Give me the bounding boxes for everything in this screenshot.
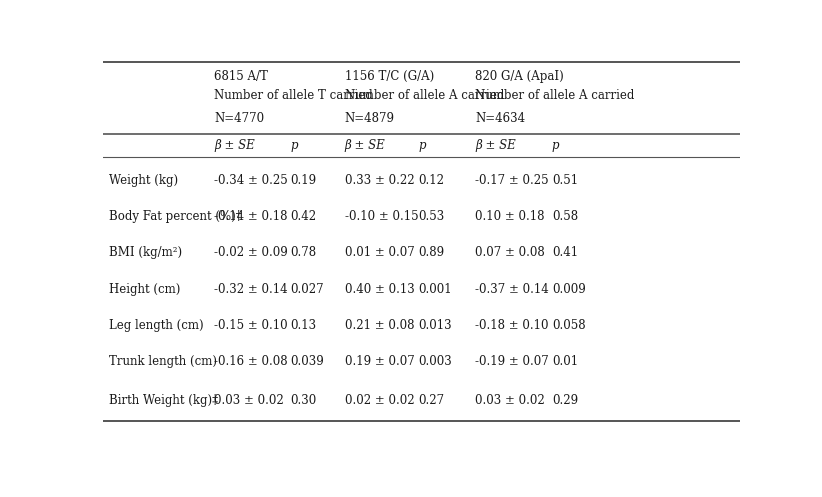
Text: -0.32 ± 0.14: -0.32 ± 0.14 (215, 283, 288, 296)
Text: Number of allele T carried: Number of allele T carried (215, 89, 373, 102)
Text: β ± SE: β ± SE (215, 139, 255, 152)
Text: 0.07 ± 0.08: 0.07 ± 0.08 (475, 247, 545, 259)
Text: -0.37 ± 0.14: -0.37 ± 0.14 (475, 283, 549, 296)
Text: 0.013: 0.013 (418, 319, 452, 332)
Text: Number of allele A carried: Number of allele A carried (345, 89, 504, 102)
Text: -0.34 ± 0.25: -0.34 ± 0.25 (215, 173, 288, 187)
Text: 0.40 ± 0.13: 0.40 ± 0.13 (345, 283, 414, 296)
Text: 0.27: 0.27 (418, 394, 444, 407)
Text: 0.41: 0.41 (552, 247, 578, 259)
Text: Leg length (cm): Leg length (cm) (109, 319, 204, 332)
Text: 0.21 ± 0.08: 0.21 ± 0.08 (345, 319, 414, 332)
Text: p: p (552, 139, 559, 152)
Text: Height (cm): Height (cm) (109, 283, 181, 296)
Text: 0.10 ± 0.18: 0.10 ± 0.18 (475, 210, 545, 223)
Text: 0.51: 0.51 (552, 173, 578, 187)
Text: 0.53: 0.53 (418, 210, 445, 223)
Text: 0.003: 0.003 (418, 355, 452, 368)
Text: p: p (418, 139, 426, 152)
Text: 0.89: 0.89 (418, 247, 444, 259)
Text: N=4634: N=4634 (475, 112, 525, 125)
Text: 0.12: 0.12 (418, 173, 444, 187)
Text: -0.02 ± 0.09: -0.02 ± 0.09 (215, 247, 288, 259)
Text: 0.009: 0.009 (552, 283, 585, 296)
Text: 6815 A/T: 6815 A/T (215, 71, 268, 83)
Text: BMI (kg/m²): BMI (kg/m²) (109, 247, 182, 259)
Text: Trunk length (cm): Trunk length (cm) (109, 355, 217, 368)
Text: 0.29: 0.29 (552, 394, 578, 407)
Text: 0.001: 0.001 (418, 283, 452, 296)
Text: 0.33 ± 0.22: 0.33 ± 0.22 (345, 173, 414, 187)
Text: 0.42: 0.42 (291, 210, 316, 223)
Text: β ± SE: β ± SE (345, 139, 386, 152)
Text: -0.16 ± 0.08: -0.16 ± 0.08 (215, 355, 288, 368)
Text: N=4879: N=4879 (345, 112, 395, 125)
Text: 0.03 ± 0.02: 0.03 ± 0.02 (215, 394, 284, 407)
Text: 820 G/A (ApaI): 820 G/A (ApaI) (475, 71, 564, 83)
Text: Body Fat percent (%)†: Body Fat percent (%)† (109, 210, 242, 223)
Text: 0.039: 0.039 (291, 355, 325, 368)
Text: 0.19 ± 0.07: 0.19 ± 0.07 (345, 355, 414, 368)
Text: 0.13: 0.13 (291, 319, 316, 332)
Text: 0.58: 0.58 (552, 210, 578, 223)
Text: 0.01: 0.01 (552, 355, 578, 368)
Text: 0.03 ± 0.02: 0.03 ± 0.02 (475, 394, 545, 407)
Text: -0.14 ± 0.18: -0.14 ± 0.18 (215, 210, 288, 223)
Text: -0.10 ± 0.15: -0.10 ± 0.15 (345, 210, 418, 223)
Text: 0.027: 0.027 (291, 283, 325, 296)
Text: -0.18 ± 0.10: -0.18 ± 0.10 (475, 319, 549, 332)
Text: -0.19 ± 0.07: -0.19 ± 0.07 (475, 355, 549, 368)
Text: Birth Weight (kg)‡: Birth Weight (kg)‡ (109, 394, 219, 407)
Text: 0.01 ± 0.07: 0.01 ± 0.07 (345, 247, 414, 259)
Text: -0.15 ± 0.10: -0.15 ± 0.10 (215, 319, 288, 332)
Text: Number of allele A carried: Number of allele A carried (475, 89, 635, 102)
Text: p: p (291, 139, 298, 152)
Text: 0.30: 0.30 (291, 394, 317, 407)
Text: 0.058: 0.058 (552, 319, 585, 332)
Text: N=4770: N=4770 (215, 112, 265, 125)
Text: -0.17 ± 0.25: -0.17 ± 0.25 (475, 173, 549, 187)
Text: 0.02 ± 0.02: 0.02 ± 0.02 (345, 394, 414, 407)
Text: Weight (kg): Weight (kg) (109, 173, 178, 187)
Text: β ± SE: β ± SE (475, 139, 516, 152)
Text: 0.78: 0.78 (291, 247, 316, 259)
Text: 0.19: 0.19 (291, 173, 316, 187)
Text: 1156 T/C (G/A): 1156 T/C (G/A) (345, 71, 434, 83)
